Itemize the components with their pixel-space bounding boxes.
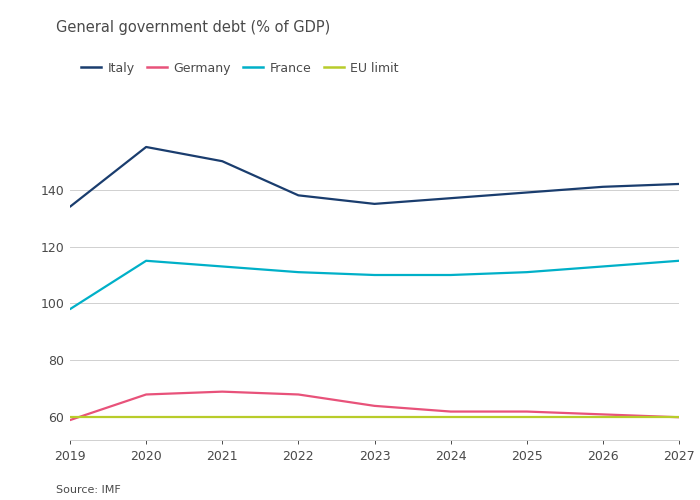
Legend: Italy, Germany, France, EU limit: Italy, Germany, France, EU limit — [76, 57, 404, 80]
Text: Source: IMF: Source: IMF — [56, 485, 120, 495]
Text: General government debt (% of GDP): General government debt (% of GDP) — [56, 20, 330, 35]
